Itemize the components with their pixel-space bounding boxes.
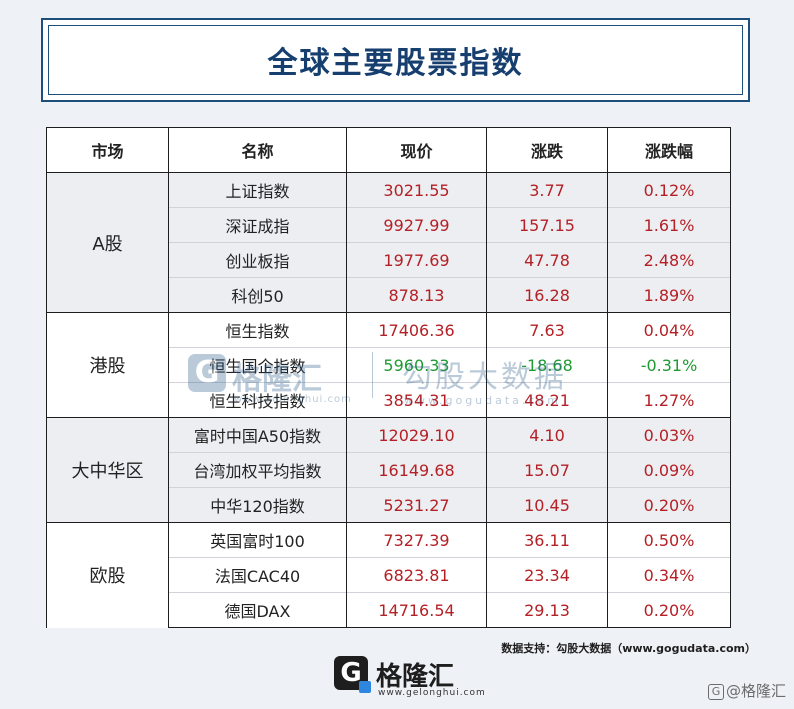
market-cell: A股 (46, 172, 169, 313)
footer-logo: G 格隆汇 www.gelonghui.com (334, 652, 485, 700)
change-cell: 48.21 (486, 382, 608, 418)
price-cell: 16149.68 (346, 452, 487, 488)
table-row: 大中华区 富时中国A50指数 12029.10 4.10 0.03% (46, 417, 731, 523)
price-cell: 6823.81 (346, 557, 487, 593)
index-name-cell: 上证指数 (168, 172, 347, 208)
footer-brand: 格隆汇 (376, 662, 455, 692)
table-row: A股 上证指数 3021.55 3.77 0.12% (46, 172, 731, 313)
price-cell: 3854.31 (346, 382, 487, 418)
pct-cell: 0.03% (607, 417, 731, 453)
page-title: 全球主要股票指数 (267, 46, 524, 81)
market-cell: 港股 (46, 312, 169, 418)
g-logo-icon: G (334, 656, 371, 693)
index-name-cell: 英国富时100 (168, 522, 347, 558)
table-row: 科创50 878.13 16.28 1.89% (47, 277, 731, 313)
index-name-cell: 恒生国企指数 (168, 347, 347, 383)
price-cell: 5231.27 (346, 487, 487, 523)
pct-cell: 0.34% (607, 557, 731, 593)
index-name-cell: 中华120指数 (168, 487, 347, 523)
pct-cell: 0.12% (607, 172, 731, 208)
change-cell: 16.28 (486, 277, 608, 313)
table-row: 台湾加权平均指数 16149.68 15.07 0.09% (47, 452, 731, 488)
index-name-cell: 恒生指数 (168, 312, 347, 348)
pct-cell: 0.20% (607, 592, 731, 628)
table-row: 欧股 英国富时100 7327.39 36.11 0.50% (46, 522, 731, 628)
footer-url: www.gelonghui.com (378, 688, 486, 698)
table-row: 法国CAC40 6823.81 23.34 0.34% (47, 557, 731, 593)
pct-cell: 0.50% (607, 522, 731, 558)
change-cell: 15.07 (486, 452, 608, 488)
change-cell: 47.78 (486, 242, 608, 278)
index-name-cell: 恒生科技指数 (168, 382, 347, 418)
pct-cell: 0.20% (607, 487, 731, 523)
title-banner: 全球主要股票指数 (41, 18, 750, 102)
price-cell: 7327.39 (346, 522, 487, 558)
table-row: 恒生国企指数 5960.33 -18.68 -0.31% (47, 347, 731, 383)
pct-cell: -0.31% (607, 347, 731, 383)
change-cell: 4.10 (486, 417, 608, 453)
price-cell: 1977.69 (346, 242, 487, 278)
price-cell: 5960.33 (346, 347, 487, 383)
price-cell: 3021.55 (346, 172, 487, 208)
pct-cell: 0.04% (607, 312, 731, 348)
pct-cell: 0.09% (607, 452, 731, 488)
pct-cell: 1.27% (607, 382, 731, 418)
market-cell: 大中华区 (46, 417, 169, 523)
header-price: 现价 (346, 127, 487, 173)
table-row: 中华120指数 5231.27 10.45 0.20% (47, 487, 731, 523)
price-cell: 878.13 (346, 277, 487, 313)
market-cell: 欧股 (46, 522, 169, 628)
table-row: 创业板指 1977.69 47.78 2.48% (47, 242, 731, 278)
pct-cell: 1.61% (607, 207, 731, 243)
header-pct: 涨跌幅 (607, 127, 731, 173)
index-name-cell: 科创50 (168, 277, 347, 313)
change-cell: 10.45 (486, 487, 608, 523)
index-name-cell: 德国DAX (168, 592, 347, 628)
change-cell: 3.77 (486, 172, 608, 208)
pct-cell: 1.89% (607, 277, 731, 313)
corner-logo-icon: G (707, 683, 724, 700)
change-cell: 29.13 (486, 592, 608, 628)
table-body: A股 上证指数 3021.55 3.77 0.12% 深证成指 9927.99 157.15 1… (46, 172, 731, 628)
price-cell: 17406.36 (346, 312, 487, 348)
table-header-row: 市场 名称 现价 涨跌 涨跌幅 (46, 127, 731, 173)
index-name-cell: 富时中国A50指数 (168, 417, 347, 453)
table-row: 深证成指 9927.99 157.15 1.61% (47, 207, 731, 243)
title-inner-frame: 全球主要股票指数 (48, 25, 743, 95)
change-cell: 157.15 (486, 207, 608, 243)
change-cell: 36.11 (486, 522, 608, 558)
change-cell: 7.63 (486, 312, 608, 348)
index-name-cell: 法国CAC40 (168, 557, 347, 593)
table-row: 德国DAX 14716.54 29.13 0.20% (47, 592, 731, 628)
change-cell: 23.34 (486, 557, 608, 593)
price-cell: 9927.99 (346, 207, 487, 243)
corner-watermark: G @格隆汇 (707, 680, 786, 701)
header-name: 名称 (168, 127, 347, 173)
header-market: 市场 (46, 127, 169, 173)
price-cell: 12029.10 (346, 417, 487, 453)
table-row: 港股 恒生指数 17406.36 7.63 0.04% (46, 312, 731, 418)
header-change: 涨跌 (486, 127, 608, 173)
pct-cell: 2.48% (607, 242, 731, 278)
price-cell: 14716.54 (346, 592, 487, 628)
index-name-cell: 台湾加权平均指数 (168, 452, 347, 488)
corner-watermark-text: @格隆汇 (725, 682, 786, 700)
data-source-note: 数据支持：勾股大数据（www.gogudata.com） (501, 642, 756, 655)
change-cell: -18.68 (486, 347, 608, 383)
table-row: 恒生科技指数 3854.31 48.21 1.27% (47, 382, 731, 418)
index-name-cell: 创业板指 (168, 242, 347, 278)
index-name-cell: 深证成指 (168, 207, 347, 243)
index-table: 市场 名称 现价 涨跌 涨跌幅 A股 上证指数 3021.55 3.77 0.12% 深证… (46, 127, 731, 628)
